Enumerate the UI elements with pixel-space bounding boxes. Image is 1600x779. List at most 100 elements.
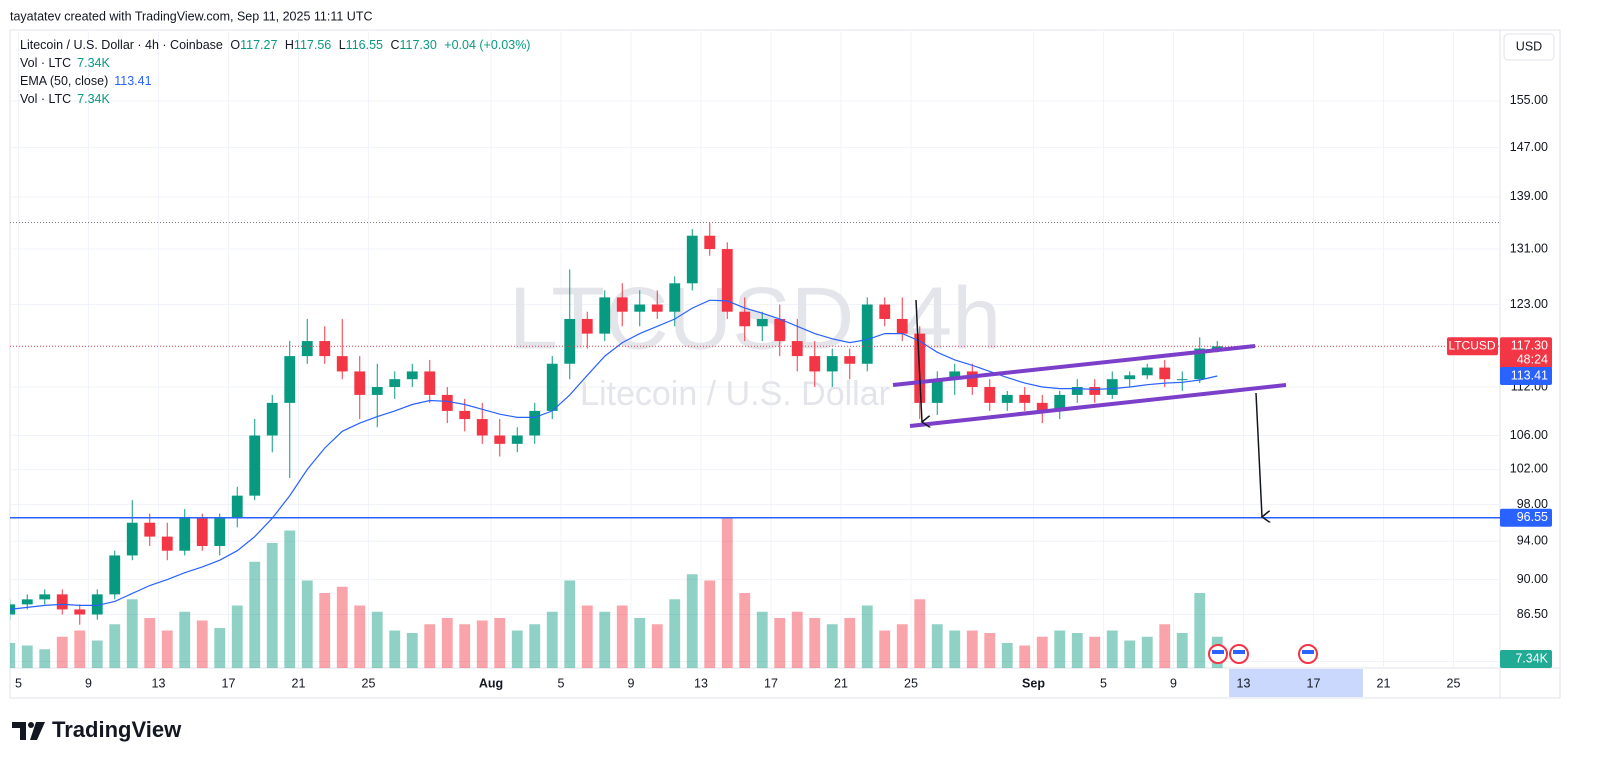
y-tick-label: 155.00 <box>1510 93 1548 107</box>
x-tick-label: 25 <box>1447 676 1461 690</box>
event-icon-flag <box>1212 650 1224 654</box>
currency-button-box[interactable] <box>1503 33 1555 61</box>
volume-bar <box>1019 645 1031 668</box>
candle-body <box>879 304 891 319</box>
channel-lower <box>909 383 1287 428</box>
currency-button[interactable]: USD <box>1503 33 1555 61</box>
candle-body <box>634 304 646 312</box>
candle-body <box>441 394 453 411</box>
candle-body <box>844 356 856 364</box>
candle-body <box>1176 379 1188 381</box>
candle-body <box>1089 387 1101 395</box>
axes: 155.00147.00139.00131.00123.00112.00106.… <box>15 93 1548 690</box>
x-tick-label: 21 <box>1377 676 1391 690</box>
volume-bar <box>1194 593 1206 668</box>
candle-body <box>581 318 593 334</box>
price-tag-label: 113.41 <box>1511 368 1548 382</box>
x-tick-label: 13 <box>152 676 166 690</box>
candle-body <box>686 235 698 284</box>
candle-body <box>966 371 978 388</box>
attribution: tayatatev created with TradingView.com, … <box>10 9 372 23</box>
volume-bar <box>564 580 576 668</box>
ohlc-label: L <box>339 38 346 52</box>
volume-bar <box>1089 636 1101 668</box>
y-tick-label: 86.50 <box>1517 607 1548 621</box>
volume-bar <box>319 593 331 668</box>
candle-body <box>1159 367 1171 380</box>
brand-logo <box>12 722 26 740</box>
y-tick-label: 131.00 <box>1510 241 1548 255</box>
candle-body <box>126 522 138 556</box>
event-icon-flag <box>1302 650 1314 654</box>
x-tick-label: 9 <box>1170 676 1177 690</box>
volume-bar <box>1036 636 1048 668</box>
volume-bar <box>1001 643 1013 668</box>
candle-body <box>721 249 733 312</box>
y-tick-label: 123.00 <box>1510 297 1548 311</box>
price-tag <box>1500 337 1552 370</box>
volume-bar <box>529 624 541 668</box>
x-tick-label: 25 <box>362 676 376 690</box>
volume-bar <box>301 580 313 668</box>
brand: TradingView <box>12 717 182 742</box>
volume-bar <box>1071 633 1083 668</box>
y-tick-label: 102.00 <box>1510 462 1548 476</box>
price-tag <box>1500 366 1552 385</box>
price-tag-label: 96.55 <box>1517 510 1548 524</box>
volume-bar <box>284 530 296 668</box>
x-tick-label: 21 <box>292 676 306 690</box>
candle-body <box>546 363 558 411</box>
brand-logo-dot <box>28 722 34 728</box>
volume-bar <box>39 649 51 668</box>
candle-body <box>809 356 821 372</box>
volume-bar <box>494 618 506 668</box>
candle-body <box>669 283 681 312</box>
volume-bar <box>1141 636 1153 668</box>
brand-logo-slash <box>30 722 45 740</box>
channel-upper <box>892 344 1256 387</box>
candle-body <box>91 594 103 615</box>
volume-bar <box>844 618 856 668</box>
volume-bar <box>10 643 16 668</box>
x-tick-label: 9 <box>85 676 92 690</box>
x-tick-label: Aug <box>479 676 503 690</box>
ohlc-value: 117.30 <box>400 38 437 52</box>
candle-body <box>301 341 313 357</box>
candle-body <box>511 435 523 444</box>
candle-body <box>896 318 908 334</box>
volume-bar <box>196 620 208 668</box>
study-label: EMA (50, close) <box>20 74 108 88</box>
volume-bar <box>266 543 278 668</box>
x-tick-label: 9 <box>628 676 635 690</box>
candle-body <box>651 304 663 312</box>
candle-body <box>196 518 208 546</box>
drawings <box>892 299 1287 517</box>
study-line: Vol · LTC 7.34K <box>20 92 111 106</box>
candle-body <box>1211 346 1223 349</box>
volume-bar <box>634 618 646 668</box>
time-range-highlight <box>1229 669 1363 697</box>
study-value: 7.34K <box>77 92 110 106</box>
legend-line: Litecoin / U.S. Dollar · 4h · Coinbase O… <box>20 38 530 52</box>
volume-bar <box>546 611 558 668</box>
volume-bar <box>791 611 803 668</box>
candle-body <box>1054 394 1066 411</box>
volume-bar <box>704 580 716 668</box>
volume-bar <box>371 611 383 668</box>
candle-body <box>599 297 611 334</box>
candle-body <box>21 599 33 605</box>
volume-bar <box>774 618 786 668</box>
currency-label[interactable]: USD <box>1516 39 1542 53</box>
candle-body <box>1071 387 1083 395</box>
y-tick-label: 90.00 <box>1517 572 1548 586</box>
countdown: 48:24 <box>1517 353 1548 367</box>
volume-bar <box>686 574 698 668</box>
candle-body <box>389 379 401 388</box>
candle-body <box>774 318 786 342</box>
candle-body <box>826 356 838 372</box>
candle-body <box>529 410 541 436</box>
candle-body <box>284 356 296 403</box>
candle-body <box>144 522 156 537</box>
